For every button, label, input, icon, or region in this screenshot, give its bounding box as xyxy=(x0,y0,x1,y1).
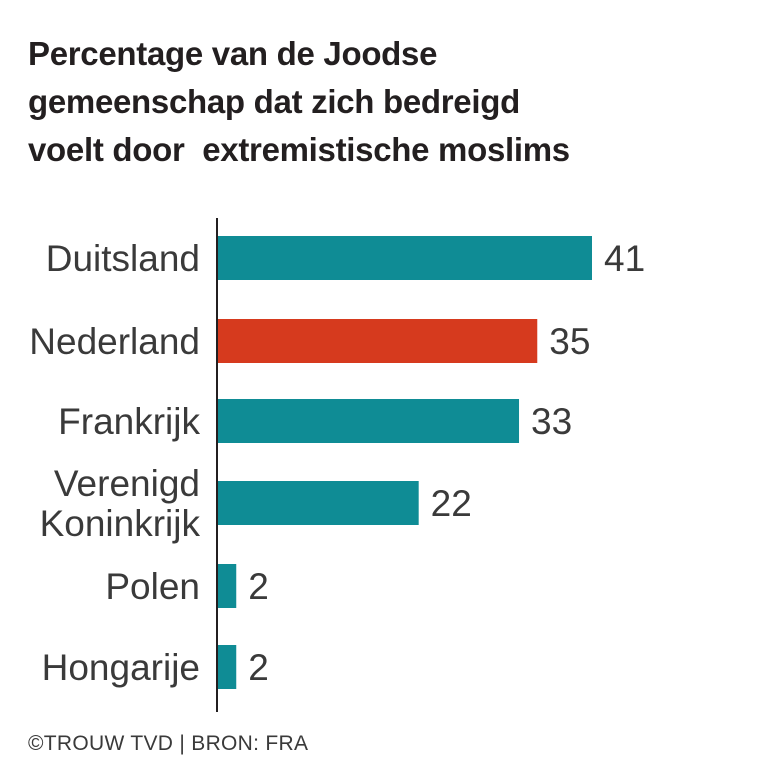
category-label-line: Nederland xyxy=(29,321,200,362)
bar-3 xyxy=(218,481,419,525)
chart-title: Percentage van de Joodse gemeenschap dat… xyxy=(28,30,728,174)
category-label-line: Hongarije xyxy=(42,647,200,688)
category-label-3: Verenigd Koninkrijk xyxy=(40,463,201,544)
title-line-1: Percentage van de Joodse xyxy=(28,35,438,72)
value-label-1: 35 xyxy=(549,321,590,362)
category-label-line: Frankrijk xyxy=(58,401,200,442)
value-label-5: 2 xyxy=(248,647,269,688)
bar-5 xyxy=(218,645,237,689)
category-label-0: Duitsland xyxy=(46,238,200,279)
category-label-1: Nederland xyxy=(29,321,200,362)
title-line-3: voelt door extremistische moslims xyxy=(28,131,570,168)
bar-0 xyxy=(218,236,592,280)
title-line-2: gemeenschap dat zich bedreigd xyxy=(28,83,520,120)
value-label-3: 22 xyxy=(431,483,472,524)
value-label-4: 2 xyxy=(248,566,269,607)
bar-1 xyxy=(218,319,538,363)
category-label-5: Hongarije xyxy=(42,647,200,688)
category-label-2: Frankrijk xyxy=(58,401,200,442)
bar-2 xyxy=(218,399,520,443)
category-label-line: Verenigd xyxy=(54,463,200,504)
category-label-line: Polen xyxy=(105,566,200,607)
category-label-4: Polen xyxy=(105,566,200,607)
category-label-line: Koninkrijk xyxy=(40,503,201,544)
category-label-line: Duitsland xyxy=(46,238,200,279)
value-label-2: 33 xyxy=(531,401,572,442)
value-label-0: 41 xyxy=(604,238,645,279)
bar-4 xyxy=(218,564,237,608)
source-credit: ©TROUW TVD | BRON: FRA xyxy=(28,732,309,755)
